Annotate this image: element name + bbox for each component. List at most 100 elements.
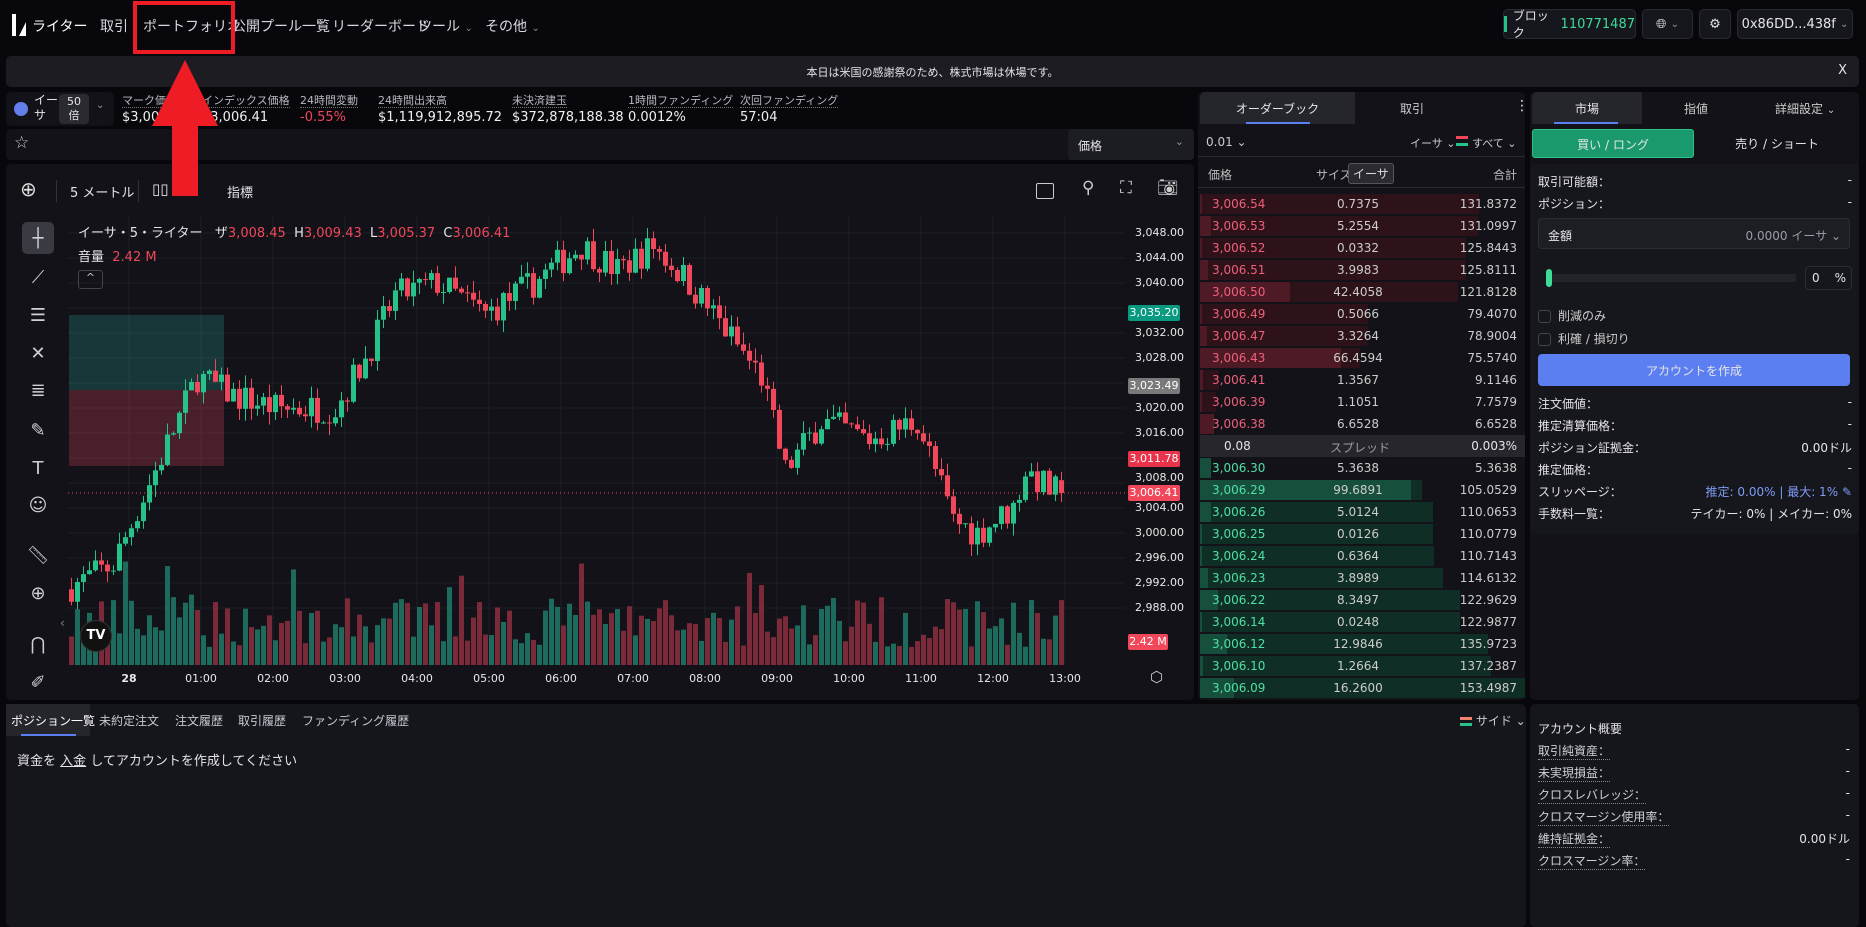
horizontal-lines-icon[interactable]: ☰ xyxy=(29,304,47,326)
magnet-icon[interactable]: ⋂ xyxy=(30,633,46,655)
ruler-icon[interactable]: 📏︎ xyxy=(26,544,50,566)
leverage-badge[interactable]: 50 倍 xyxy=(59,94,89,124)
ask-row[interactable]: 3,006.50 42.4058 121.8128 xyxy=(1198,282,1525,302)
bid-row[interactable]: 3,006.29 99.6891 105.0529 xyxy=(1198,480,1525,500)
brush-icon[interactable]: ✎ xyxy=(30,419,46,441)
logo-icon[interactable] xyxy=(12,14,26,36)
indicators-button[interactable]: 指標 xyxy=(227,186,254,201)
size-unit-toggle[interactable]: イーサ xyxy=(1348,163,1394,184)
book-filter-select[interactable]: すべて ⌄ xyxy=(1472,137,1517,150)
side-filter[interactable]: サイド ⌄ xyxy=(1460,712,1526,729)
wallet-address-button[interactable]: 0x86DD...438f ⌄ xyxy=(1737,9,1853,39)
tab-trades[interactable]: 取引 xyxy=(1400,102,1425,116)
price-type-select[interactable]: 価格 ⌄ xyxy=(1068,129,1194,160)
tab-limit[interactable]: 指値 xyxy=(1684,102,1709,116)
nav-public-pools[interactable]: 公開プール一覧 xyxy=(232,19,330,35)
account-label[interactable]: クロスレバレッジ： xyxy=(1538,788,1647,804)
nav-leaderboard[interactable]: リーダーボード xyxy=(332,19,430,35)
tab-order-history[interactable]: 注文履歴 xyxy=(175,714,224,728)
bid-row[interactable]: 3,006.30 5.3638 5.3638 xyxy=(1198,458,1525,478)
ask-row[interactable]: 3,006.41 1.3567 9.1146 xyxy=(1198,370,1525,390)
account-label[interactable]: 未実現損益： xyxy=(1538,766,1611,782)
account-label[interactable]: クロスマージン使用率： xyxy=(1538,810,1670,826)
amount-input[interactable]: 金額 0.0000 イーサ ⌄ xyxy=(1538,218,1850,249)
interval-select[interactable]: 5 メートル xyxy=(70,186,135,201)
tab-open-orders[interactable]: 未約定注文 xyxy=(99,714,160,728)
tab-funding-history[interactable]: ファンディング履歴 xyxy=(302,714,410,728)
ticker-stat-label[interactable]: 24時間出来高 xyxy=(378,94,447,108)
ask-row[interactable]: 3,006.43 66.4594 75.5740 xyxy=(1198,348,1525,368)
layout-icon[interactable] xyxy=(1036,183,1054,199)
tab-market[interactable]: 市場 xyxy=(1532,92,1642,124)
slippage-value[interactable]: 推定: 0.00% | 最大: 1% ✎ xyxy=(1705,485,1852,499)
tab-trade-history[interactable]: 取引履歴 xyxy=(238,714,287,728)
collapse-legend-button[interactable]: ^ xyxy=(78,270,103,289)
bid-row[interactable]: 3,006.09 16.2600 153.4987 xyxy=(1198,678,1525,698)
bid-row[interactable]: 3,006.24 0.6364 110.7143 xyxy=(1198,546,1525,566)
ask-row[interactable]: 3,006.53 5.2554 131.0997 xyxy=(1198,216,1525,236)
ask-row[interactable]: 3,006.52 0.0332 125.8443 xyxy=(1198,238,1525,258)
bid-row[interactable]: 3,006.26 5.0124 110.0653 xyxy=(1198,502,1525,522)
crosshair-icon[interactable]: ┼ xyxy=(22,222,54,254)
block-indicator[interactable]: ブロック 110771487 xyxy=(1503,9,1636,40)
text-icon[interactable]: T xyxy=(32,457,44,479)
nav-trade[interactable]: 取引 xyxy=(100,19,128,35)
deposit-link[interactable]: 入金 xyxy=(60,754,87,769)
ask-row[interactable]: 3,006.54 0.7375 131.8372 xyxy=(1198,194,1525,214)
more-options-icon[interactable]: ⋮ xyxy=(1515,98,1529,114)
zoom-magic-icon[interactable]: ⚲ xyxy=(1082,178,1095,198)
tab-orderbook[interactable]: オーダーブック xyxy=(1200,92,1355,124)
tab-advanced[interactable]: 詳細設定 ⌄ xyxy=(1775,100,1835,117)
sell-short-button[interactable]: 売り / ショート xyxy=(1697,129,1857,158)
emoji-icon[interactable]: ☺ xyxy=(28,494,48,516)
ticker-stat-label[interactable]: 24時間変動 xyxy=(300,94,358,108)
book-view-icon[interactable] xyxy=(1456,136,1468,146)
size-slider[interactable] xyxy=(1546,269,1796,287)
settings-button[interactable]: ⚙ xyxy=(1699,9,1731,39)
tpsl-checkbox[interactable]: 利確 / 損切り xyxy=(1538,330,1630,347)
bid-row[interactable]: 3,006.10 1.2664 137.2387 xyxy=(1198,656,1525,676)
percent-input[interactable]: 0% xyxy=(1805,266,1852,290)
nav-portfolio[interactable]: ポートフォリオ xyxy=(143,19,241,35)
account-label[interactable]: クロスマージン率： xyxy=(1538,854,1646,870)
ticker-stat-label[interactable]: 次回ファンディング xyxy=(740,94,839,108)
camera-icon[interactable]: 📷︎ xyxy=(1157,178,1179,198)
bid-row[interactable]: 3,006.25 0.0126 110.0779 xyxy=(1198,524,1525,544)
logo-text[interactable]: ライター xyxy=(32,19,88,35)
nav-more[interactable]: その他 ⌄ xyxy=(485,16,540,36)
ticker-stat-label[interactable]: インデックス価格 xyxy=(202,94,290,108)
edit-icon[interactable]: ✎ xyxy=(1841,485,1852,499)
ticker-stat-label[interactable]: 1時間ファンディング xyxy=(628,94,734,108)
nav-tools[interactable]: ツール ⌄ xyxy=(418,16,473,36)
bid-row[interactable]: 3,006.14 0.0248 122.9877 xyxy=(1198,612,1525,632)
tradingview-logo-icon[interactable]: TV xyxy=(80,620,112,652)
price-chart[interactable] xyxy=(0,0,1195,700)
ask-row[interactable]: 3,006.38 6.6528 6.6528 xyxy=(1198,414,1525,434)
bid-row[interactable]: 3,006.12 12.9846 135.9723 xyxy=(1198,634,1525,654)
lock-drawing-icon[interactable]: ✐ xyxy=(30,671,46,693)
reduce-only-checkbox[interactable]: 削減のみ xyxy=(1538,307,1606,324)
zoom-in-icon[interactable]: ⊕ xyxy=(30,582,46,604)
slider-handle[interactable] xyxy=(1546,269,1552,287)
bid-row[interactable]: 3,006.22 8.3497 122.9629 xyxy=(1198,590,1525,610)
bid-row[interactable]: 3,006.23 3.8989 114.6132 xyxy=(1198,568,1525,588)
ask-row[interactable]: 3,006.47 3.3264 78.9004 xyxy=(1198,326,1525,346)
ticker-stat-label[interactable]: 未決済建玉 xyxy=(512,94,567,108)
candle-type-icon[interactable]: ▯▯ xyxy=(152,180,169,198)
create-account-button[interactable]: アカウントを作成 xyxy=(1538,354,1850,386)
tab-positions[interactable]: ポジション一覧 xyxy=(11,714,96,728)
star-icon[interactable]: ☆ xyxy=(14,133,30,153)
fib-icon[interactable]: ≣ xyxy=(30,379,46,401)
market-selector[interactable]: イーサ 50 倍 ⌄ xyxy=(6,92,114,126)
tick-size-select[interactable]: 0.01 ⌄ xyxy=(1206,135,1247,149)
ask-row[interactable]: 3,006.49 0.5066 79.4070 xyxy=(1198,304,1525,324)
trendline-icon[interactable]: ⟋ xyxy=(31,266,45,288)
language-button[interactable]: 🌐︎ ⌄ xyxy=(1642,9,1693,39)
add-symbol-icon[interactable]: ⊕ xyxy=(20,177,37,201)
pattern-icon[interactable]: ✕ xyxy=(30,342,46,364)
account-label[interactable]: 取引純資産： xyxy=(1538,744,1611,760)
ask-row[interactable]: 3,006.39 1.1051 7.7579 xyxy=(1198,392,1525,412)
asset-unit-select[interactable]: イーサ ⌄ xyxy=(1410,137,1456,150)
close-icon[interactable]: X xyxy=(1838,63,1847,78)
buy-long-button[interactable]: 買い / ロング xyxy=(1532,129,1694,158)
